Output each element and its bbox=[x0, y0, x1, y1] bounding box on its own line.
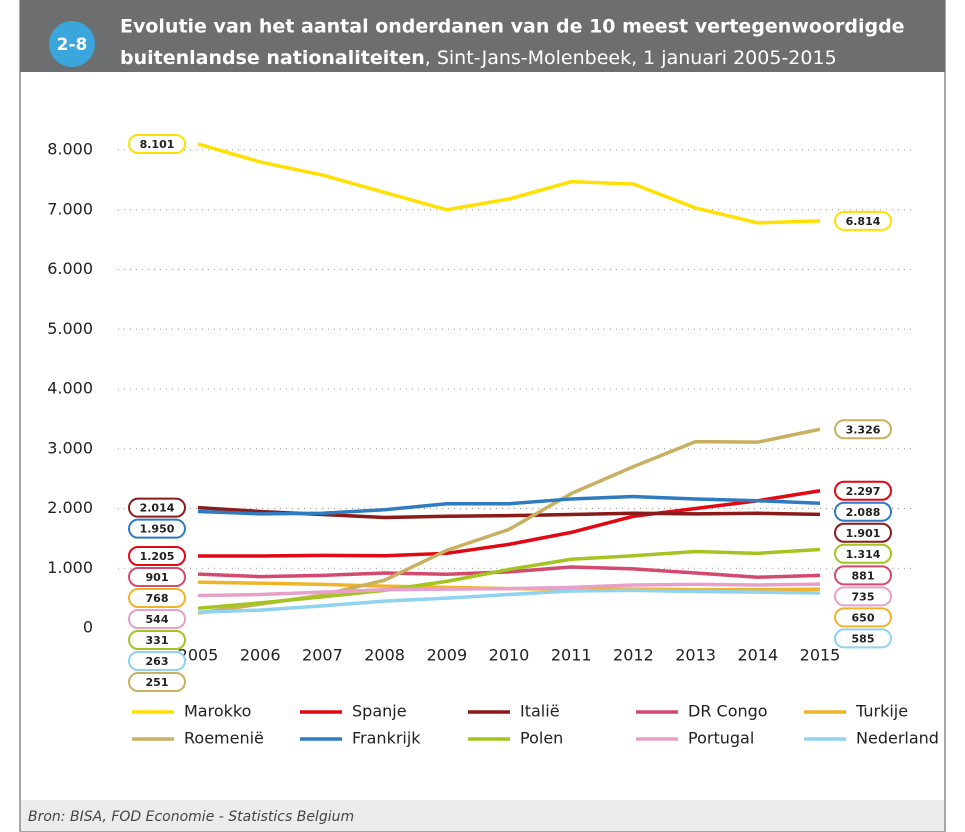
title: Evolutie van het aantal onderdanen van d… bbox=[120, 16, 905, 38]
value-label: 1.950 bbox=[140, 523, 175, 536]
value-label-box bbox=[834, 607, 892, 628]
series-line bbox=[197, 582, 821, 598]
y-tick-label: 7.000 bbox=[47, 199, 93, 218]
value-label-box bbox=[128, 497, 186, 518]
value-label: 1.901 bbox=[846, 527, 881, 540]
series-line bbox=[198, 489, 821, 558]
y-tick-label: 4.000 bbox=[47, 379, 93, 398]
value-label-box bbox=[834, 565, 892, 586]
value-label: 585 bbox=[852, 632, 875, 645]
x-tick-label: 2007 bbox=[302, 646, 343, 665]
value-label: 2.297 bbox=[846, 485, 881, 498]
badge-text: 2-8 bbox=[57, 35, 88, 55]
y-tick-label: 5.000 bbox=[47, 319, 93, 338]
legend-label: Frankrijk bbox=[352, 729, 421, 748]
value-label-box bbox=[834, 501, 892, 522]
value-label-box bbox=[128, 651, 186, 672]
value-label-box bbox=[834, 586, 892, 607]
value-label-box bbox=[834, 210, 892, 231]
y-tick-label: 0 bbox=[83, 618, 93, 637]
value-label-box bbox=[128, 567, 186, 588]
y-tick-label: 8.000 bbox=[47, 140, 93, 159]
value-label-box bbox=[128, 133, 186, 154]
value-label: 735 bbox=[852, 590, 875, 603]
legend-label: Turkije bbox=[855, 702, 908, 721]
series-line bbox=[197, 547, 821, 610]
series-line bbox=[197, 142, 821, 225]
legend-label: Portugal bbox=[688, 729, 754, 748]
value-label-box bbox=[834, 543, 892, 564]
x-tick-label: 2012 bbox=[613, 646, 654, 665]
value-label: 251 bbox=[146, 676, 169, 689]
value-label: 1.205 bbox=[140, 550, 175, 563]
legend-label: Nederland bbox=[856, 729, 939, 748]
footer bbox=[21, 800, 944, 831]
value-label: 6.814 bbox=[846, 215, 881, 228]
value-label: 263 bbox=[146, 655, 169, 668]
value-label: 1.314 bbox=[846, 548, 881, 561]
value-label-box bbox=[128, 672, 186, 693]
value-label-box bbox=[128, 588, 186, 609]
title: buitenlandse nationaliteiten bbox=[120, 47, 425, 69]
subtitle: , Sint-Jans-Molenbeek, 1 januari 2005-20… bbox=[425, 47, 837, 69]
legend-label: DR Congo bbox=[688, 702, 768, 721]
value-label: 3.326 bbox=[846, 423, 881, 436]
source: Bron: BISA, FOD Economie - Statistics Be… bbox=[28, 809, 354, 825]
x-tick-label: 2008 bbox=[364, 646, 405, 665]
value-label: 901 bbox=[146, 571, 169, 584]
title-line2: buitenlandse nationaliteiten, Sint-Jans-… bbox=[120, 47, 837, 69]
value-label: 8.101 bbox=[140, 138, 175, 151]
legend-label: Marokko bbox=[184, 702, 251, 721]
x-tick-label: 2006 bbox=[240, 646, 281, 665]
legend-label: Spanje bbox=[352, 702, 407, 721]
y-tick-label: 6.000 bbox=[47, 259, 93, 278]
series-line bbox=[197, 494, 821, 516]
x-tick-label: 2010 bbox=[489, 646, 530, 665]
value-label-box bbox=[128, 546, 186, 567]
legend-label: Polen bbox=[520, 729, 563, 748]
value-label-box bbox=[128, 609, 186, 630]
x-tick-label: 2013 bbox=[675, 646, 716, 665]
y-tick-label: 3.000 bbox=[47, 438, 93, 457]
value-label: 544 bbox=[146, 613, 169, 626]
frame bbox=[19, 0, 946, 832]
y-tick-label: 1.000 bbox=[47, 558, 93, 577]
series-line bbox=[197, 565, 821, 579]
x-tick-label: 2011 bbox=[551, 646, 592, 665]
value-label: 2.088 bbox=[846, 506, 881, 519]
value-label: 2.014 bbox=[140, 502, 175, 515]
series-line bbox=[197, 588, 821, 615]
value-label-box bbox=[834, 480, 892, 501]
x-tick-label: 2014 bbox=[737, 646, 778, 665]
x-tick-label: 2015 bbox=[800, 646, 841, 665]
value-label-box bbox=[834, 628, 892, 649]
x-tick-label: 2009 bbox=[426, 646, 467, 665]
badge bbox=[49, 21, 95, 67]
legend-label: Roemenië bbox=[184, 729, 264, 748]
value-label-box bbox=[834, 419, 892, 440]
value-label-box bbox=[128, 630, 186, 651]
value-label: 768 bbox=[146, 592, 169, 605]
header bbox=[20, 0, 945, 72]
value-label-box bbox=[834, 522, 892, 543]
y-tick-label: 2.000 bbox=[47, 498, 93, 517]
value-label-box bbox=[128, 518, 186, 539]
legend-label: Italië bbox=[520, 702, 560, 721]
value-label: 650 bbox=[852, 611, 875, 624]
x-tick-label: 2005 bbox=[178, 646, 219, 665]
value-label: 331 bbox=[146, 634, 169, 647]
value-label: 881 bbox=[852, 569, 875, 582]
